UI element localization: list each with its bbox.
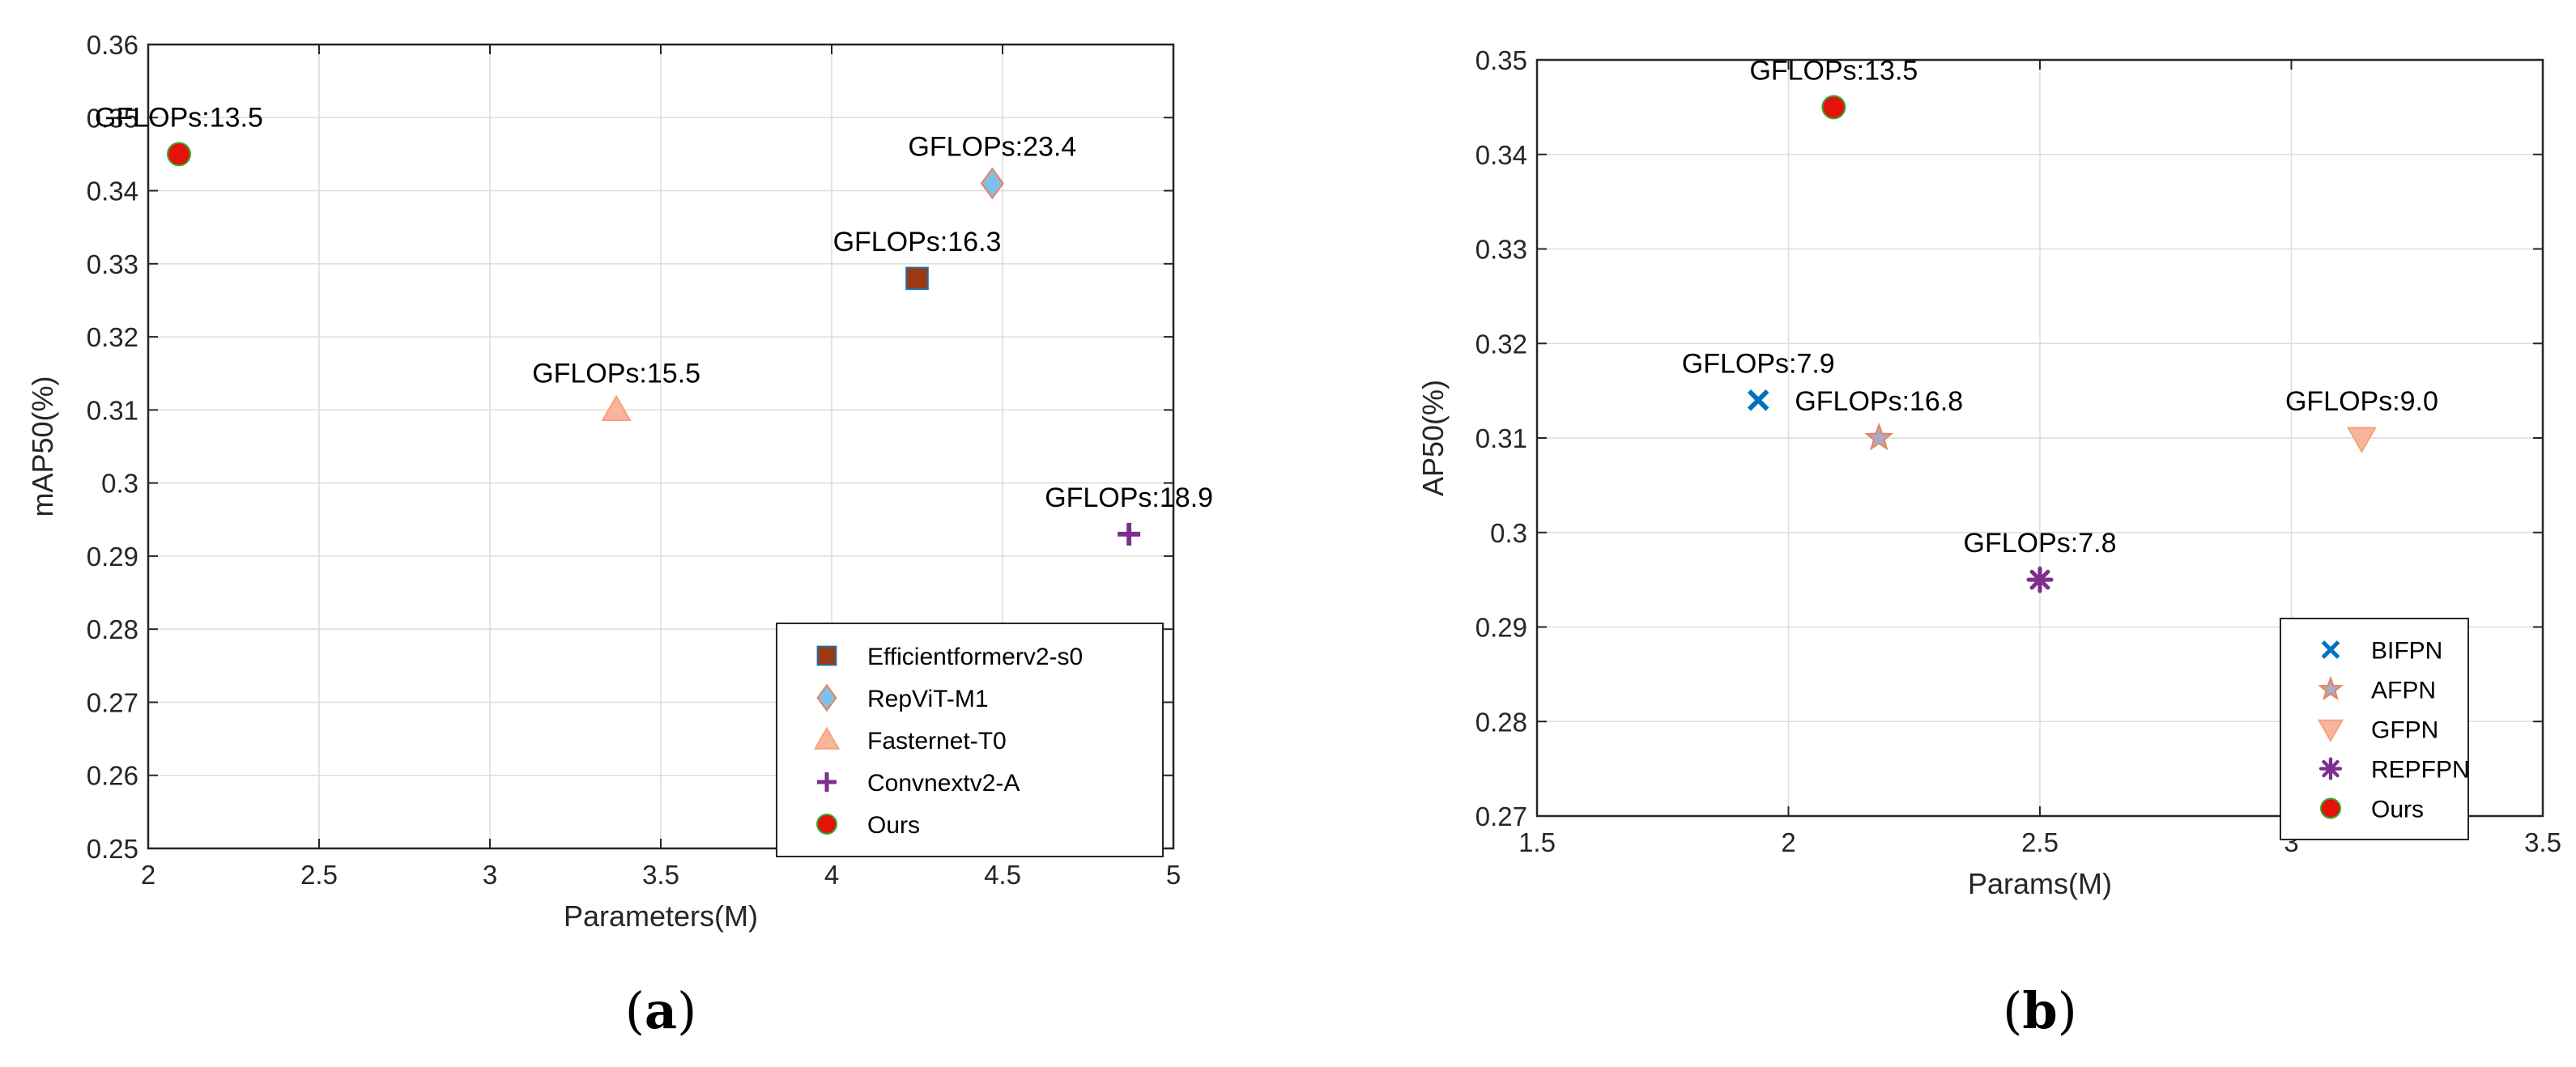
annotation-ours: GFLOPs:13.5 [1749,55,1918,86]
x-tick-label-2-5: 2.5 [2021,827,2059,857]
grid [147,44,1174,849]
legend-label-ours: Ours [867,812,920,839]
x-axis-label: Params(M) [1968,867,2112,900]
x-tick-label-2: 2 [141,860,155,890]
y-tick-label-0-33: 0.33 [1475,235,1527,265]
panel-letter: b [2022,981,2057,1040]
legend-label-convnextv2-a: Convnextv2-A [867,770,1020,797]
annotation-efficientformerv2-s0: GFLOPs:16.3 [833,227,1002,257]
legend-label-repfpn: REPFPN [2371,757,2470,784]
panel-close: ) [2058,981,2077,1040]
legend-marker-convnextv2-a [817,772,837,792]
legend-label-fasternet-t0: Fasternet-T0 [867,728,1007,755]
legend-label-afpn: AFPN [2371,678,2436,704]
x-tick-label-4-5: 4.5 [984,860,1021,890]
x-tick-label-5: 5 [1166,860,1181,890]
x-tick-label-4: 4 [824,860,839,890]
y-tick-label-0-3: 0.3 [101,469,138,499]
legend-marker-bifpn [2321,640,2340,659]
x-tick-label-2: 2 [1781,827,1795,857]
annotation-repvit-m1: GFLOPs:23.4 [908,132,1076,163]
y-tick-label-0-33: 0.33 [87,249,138,279]
annotation-ours: GFLOPs:13.5 [95,102,263,133]
y-tick-label-0-31: 0.31 [1475,423,1527,453]
chart-b: 1.5 2 2.5 3 3.50.270.280.290.30.310.320.330.… [1416,45,2561,1040]
legend-marker-efficientformerv2-s0 [816,645,837,666]
y-tick-label-0-29: 0.29 [1475,613,1527,643]
panel-letter: a [645,981,677,1040]
y-axis-label: AP50(%) [1416,380,1450,496]
x-tick-label-3: 3 [483,860,497,890]
y-tick-label-0-3: 0.3 [1490,518,1527,548]
x-tick-label-2-5: 2.5 [300,860,338,890]
annotation-afpn: GFLOPs:16.8 [1795,386,1963,417]
point-repfpn [2026,566,2054,593]
legend-marker-ours [2320,797,2341,819]
legend: BIFPN AFPN GFPN REPFPN Ours [2280,618,2470,840]
data-points: GFLOPs:7.9 GFLOPs:16.8 GFLOPs:9.0 GFLOPs:7.… [1682,55,2438,593]
ticks: 1.5 2 2.5 3 3.50.270.280.290.30.310.320.330.… [1475,45,2561,857]
y-tick-label-0-36: 0.36 [87,30,138,60]
point-gfpn [2346,427,2377,453]
legend-marker-ours [816,814,837,835]
panel-close: ) [677,981,696,1040]
point-afpn [1864,423,1894,451]
point-ours [1821,95,1846,120]
panel-label: (a) [625,981,697,1040]
annotation-repfpn: GFLOPs:7.8 [1964,528,2117,559]
legend-marker-repfpn [2318,757,2343,780]
legend-marker-fasternet-t0 [813,726,841,750]
y-tick-label-0-27: 0.27 [87,687,138,717]
y-tick-label-0-28: 0.28 [1475,707,1527,737]
y-tick-label-0-34: 0.34 [87,176,138,206]
point-bifpn [1747,389,1769,411]
point-fasternet-t0 [601,394,632,421]
y-tick-label-0-28: 0.28 [87,614,138,644]
legend-label-repvit-m1: RepViT-M1 [867,686,989,712]
y-tick-label-0-25: 0.25 [87,834,138,864]
point-convnextv2-a [1118,522,1141,546]
annotation-bifpn: GFLOPs:7.9 [1682,348,1835,379]
y-tick-label-0-35: 0.35 [87,103,138,133]
legend-marker-afpn [2318,675,2344,700]
legend: Efficientformerv2-s0 RepViT-M1 Fasternet-T… [776,623,1164,857]
legend-label-bifpn: BIFPN [2371,638,2442,665]
annotation-convnextv2-a: GFLOPs:18.9 [1045,482,1213,513]
ticks: 2 2.5 3 3.5 4 4.5 5 0.25 0.26 0.27 0.28 0.29 0.3 0.31… [87,30,1181,890]
panel-open: ( [2003,981,2022,1040]
data-points: GFLOPs:16.3 GFLOPs:23.4 GFLOPs:15.5 GFLOPs:… [95,102,1213,546]
y-tick-label-0-26: 0.26 [87,761,138,791]
y-tick-label-0-29: 0.29 [87,542,138,572]
y-tick-label-0-34: 0.34 [1475,140,1527,170]
y-tick-label-0-31: 0.31 [87,395,138,425]
point-efficientformerv2-s0 [905,266,929,291]
x-axis-label: Parameters(M) [564,899,758,933]
y-tick-label-0-27: 0.27 [1475,801,1527,831]
y-tick-label-0-32: 0.32 [1475,329,1527,359]
y-tick-label-0-35: 0.35 [1475,45,1527,75]
point-ours [166,142,191,167]
legend-box [2280,618,2469,840]
y-axis-label: mAP50(%) [26,376,59,516]
x-tick-label-1-5: 1.5 [1518,827,1556,857]
chart-a: 2 2.5 3 3.5 4 4.5 5 0.25 0.26 0.27 0.28 0.29 0.3 0.31… [26,30,1213,1040]
legend-label-gfpn: GFPN [2371,717,2438,744]
x-tick-label-3-5: 3.5 [2524,827,2561,857]
panel-label: (b) [2003,981,2077,1040]
annotation-fasternet-t0: GFLOPs:15.5 [532,358,700,389]
legend-label-efficientformerv2-s0: Efficientformerv2-s0 [867,644,1083,670]
panel-open: ( [625,981,645,1040]
x-tick-label-3-5: 3.5 [642,860,679,890]
legend-marker-repvit-m1 [816,683,837,712]
legend-label-ours: Ours [2371,797,2424,823]
legend-box [776,623,1164,857]
legend-marker-gfpn [2317,719,2344,742]
point-repvit-m1 [980,167,1004,200]
annotation-gfpn: GFLOPs:9.0 [2285,386,2438,417]
y-tick-label-0-32: 0.32 [87,322,138,352]
